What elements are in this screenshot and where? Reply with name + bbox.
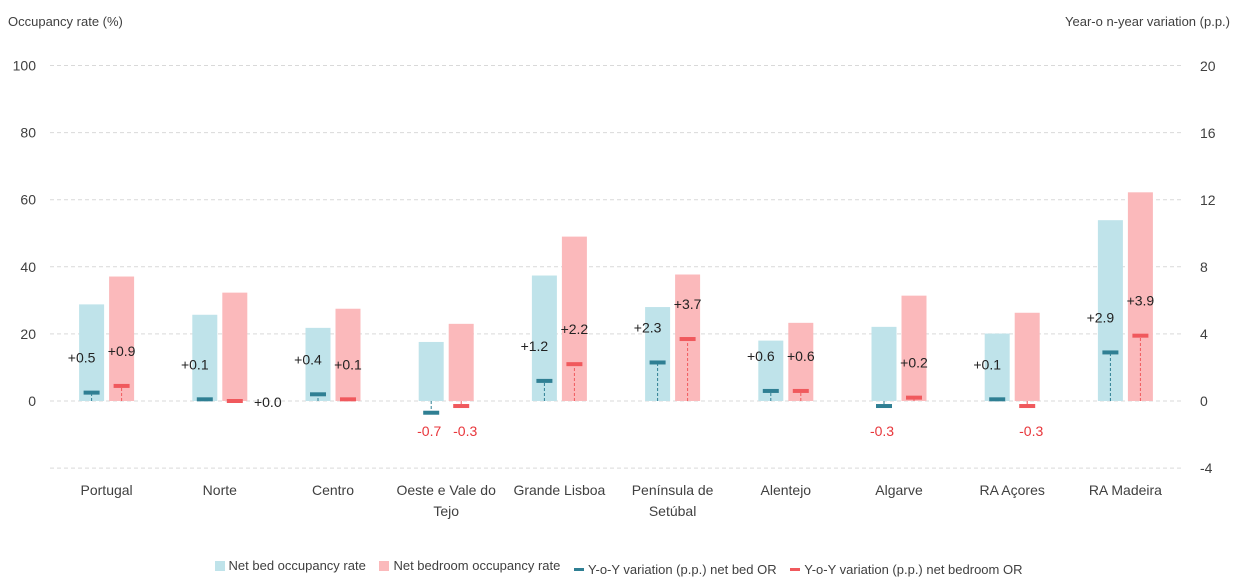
left-axis-title: Occupancy rate (%) <box>8 14 123 29</box>
left-tick-label: 60 <box>20 192 36 208</box>
marker-yoy-bed <box>423 410 440 415</box>
category-label: Centro <box>312 482 354 498</box>
label-yoy-bed: +0.6 <box>747 348 775 364</box>
label-yoy-bedroom: +3.7 <box>674 296 702 312</box>
label-yoy-bed: +2.9 <box>1087 309 1115 325</box>
legend-item-net-bed: Net bed occupancy rate <box>214 558 366 573</box>
label-yoy-bedroom: +0.6 <box>787 348 815 364</box>
marker-yoy-bed <box>536 378 553 383</box>
category-label: RA Açores <box>980 482 1045 498</box>
left-tick-label: 100 <box>13 58 37 74</box>
category-label: Algarve <box>875 482 923 498</box>
left-tick-label: 20 <box>20 326 36 342</box>
label-yoy-bedroom: +0.9 <box>108 343 136 359</box>
right-tick-label: 8 <box>1200 259 1208 275</box>
bar-net-bedroom <box>222 292 248 401</box>
label-yoy-bedroom: +0.0 <box>254 394 282 410</box>
marker-yoy-bedroom <box>679 337 696 342</box>
label-yoy-bed: -0.7 <box>417 423 441 439</box>
marker-yoy-bedroom <box>226 399 243 403</box>
left-tick-label: 80 <box>20 125 36 141</box>
marker-yoy-bedroom <box>340 397 356 402</box>
category-label: Setúbal <box>649 503 696 519</box>
right-tick-label: -4 <box>1200 460 1213 476</box>
marker-yoy-bed <box>310 392 326 397</box>
right-tick-label: 4 <box>1200 326 1208 342</box>
legend-label-yoy-bed: Y-o-Y variation (p.p.) net bed OR <box>588 561 777 577</box>
marker-yoy-bedroom <box>792 388 809 393</box>
marker-yoy-bed <box>989 397 1006 402</box>
label-yoy-bedroom: +0.1 <box>334 356 362 372</box>
legend-label-yoy-bedroom: Y-o-Y variation (p.p.) net bedroom OR <box>804 561 1023 577</box>
right-tick-label: 12 <box>1200 192 1216 208</box>
marker-yoy-bedroom <box>113 383 130 388</box>
category-label: Grande Lisboa <box>513 482 605 498</box>
label-yoy-bedroom: -0.3 <box>1019 423 1043 439</box>
legend-label-net-bed: Net bed occupancy rate <box>228 558 366 573</box>
marker-yoy-bedroom <box>1019 404 1036 409</box>
legend-swatch-yoy-bedroom <box>790 567 801 571</box>
bar-net-bedroom <box>109 276 135 401</box>
legend-swatch-net-bed <box>214 560 225 571</box>
marker-yoy-bedroom <box>1132 333 1149 338</box>
bar-net-bedroom <box>1014 312 1040 401</box>
right-axis-title: Year-o n-year variation (p.p.) <box>1065 14 1230 29</box>
marker-yoy-bedroom <box>566 362 583 367</box>
marker-yoy-bed <box>649 360 666 365</box>
bar-net-bedroom <box>1127 192 1153 401</box>
marker-yoy-bed <box>196 397 213 402</box>
label-yoy-bedroom: -0.3 <box>453 423 477 439</box>
bar-net-bed <box>984 333 1010 401</box>
bar-net-bedroom <box>335 308 361 401</box>
legend-label-net-bedroom: Net bedroom occupancy rate <box>393 558 561 573</box>
right-tick-label: 20 <box>1200 58 1216 74</box>
bar-net-bed <box>418 341 444 401</box>
bar-net-bed <box>79 304 105 401</box>
left-tick-label: 0 <box>28 393 36 409</box>
marker-yoy-bed <box>1102 350 1119 355</box>
category-label: Oeste e Vale do <box>397 482 497 498</box>
category-label: Norte <box>203 482 237 498</box>
label-yoy-bed: +0.4 <box>294 351 322 367</box>
right-tick-label: 0 <box>1200 393 1208 409</box>
category-label: Península de <box>632 482 714 498</box>
bar-net-bedroom <box>901 295 927 401</box>
marker-yoy-bed <box>762 388 779 393</box>
bar-net-bed <box>192 314 218 401</box>
marker-yoy-bedroom <box>906 395 922 400</box>
category-label: Tejo <box>433 503 459 519</box>
label-yoy-bed: +0.5 <box>68 350 96 366</box>
marker-yoy-bed <box>83 390 100 395</box>
label-yoy-bed: +0.1 <box>181 356 209 372</box>
bar-net-bedroom <box>448 323 474 401</box>
label-yoy-bedroom: +0.2 <box>900 355 928 371</box>
bar-net-bed <box>305 327 331 401</box>
marker-yoy-bed <box>876 404 892 409</box>
bar-net-bedroom <box>788 322 814 401</box>
left-tick-label: 40 <box>20 259 36 275</box>
right-tick-label: 16 <box>1200 125 1216 141</box>
category-label: Alentejo <box>761 482 812 498</box>
legend-swatch-yoy-bed <box>574 567 585 571</box>
legend-swatch-net-bedroom <box>379 560 390 571</box>
legend: Net bed occupancy rate Net bedroom occup… <box>0 558 1237 577</box>
marker-yoy-bedroom <box>453 404 470 409</box>
bar-net-bedroom <box>561 236 587 401</box>
label-yoy-bed: +1.2 <box>521 338 549 354</box>
label-yoy-bed: +2.3 <box>634 319 662 335</box>
legend-item-yoy-bed: Y-o-Y variation (p.p.) net bed OR <box>574 562 777 577</box>
label-yoy-bedroom: +2.2 <box>561 321 589 337</box>
bar-net-bed <box>871 326 897 401</box>
label-yoy-bed: +0.1 <box>973 356 1001 372</box>
legend-item-yoy-bedroom: Y-o-Y variation (p.p.) net bedroom OR <box>790 562 1022 577</box>
legend-item-net-bedroom: Net bedroom occupancy rate <box>379 558 560 573</box>
label-yoy-bed: -0.3 <box>870 423 894 439</box>
label-yoy-bedroom: +3.9 <box>1127 293 1155 309</box>
category-label: Portugal <box>81 482 133 498</box>
category-label: RA Madeira <box>1089 482 1162 498</box>
